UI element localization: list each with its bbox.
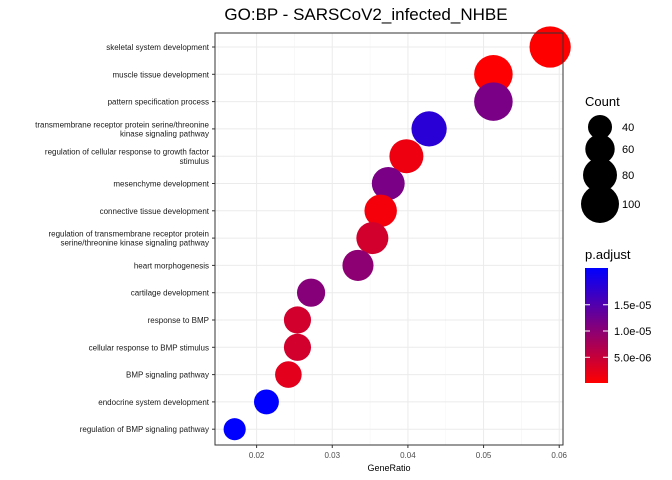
- colorbar-tick-label: 5.0e-06: [614, 352, 651, 364]
- y-axis-label: pattern specification process: [108, 98, 209, 107]
- data-point: [411, 111, 447, 147]
- y-axis-label: transmembrane receptor protein serine/th…: [35, 120, 209, 138]
- data-point: [296, 278, 326, 307]
- data-point: [253, 389, 279, 415]
- count-legend-label: 40: [622, 122, 634, 134]
- chart-title: GO:BP - SARSCoV2_infected_NHBE: [224, 5, 507, 24]
- count-legend-dot: [583, 158, 617, 192]
- x-axis-tick-label: 0.03: [324, 451, 340, 460]
- y-axis-label: skeletal system development: [106, 43, 209, 52]
- data-point: [474, 55, 513, 94]
- data-point: [356, 222, 389, 255]
- count-legend-dot: [581, 185, 619, 223]
- panel-border: [214, 32, 564, 446]
- y-axis-label: BMP signaling pathway: [126, 371, 209, 380]
- p-adjust-colorbar: [585, 268, 608, 383]
- x-axis-title: GeneRatio: [367, 463, 410, 473]
- y-axis-label: response to BMP: [148, 316, 209, 325]
- data-point: [342, 249, 374, 281]
- x-axis-tick-label: 0.05: [476, 451, 492, 460]
- data-point: [275, 361, 302, 388]
- data-point: [389, 139, 424, 174]
- p-adjust-legend: p.adjust 5.0e-06 1.0e-05 1.5e-05: [585, 247, 651, 383]
- y-axis-label: cartilage development: [131, 289, 210, 298]
- x-axis-ticks: 0.02 0.03 0.04 0.05 0.06: [249, 445, 568, 460]
- x-axis-tick-label: 0.06: [551, 451, 567, 460]
- y-axis-label: regulation of cellular response to growt…: [45, 148, 209, 166]
- count-legend-dot: [585, 134, 615, 164]
- data-points: [223, 26, 571, 441]
- p-adjust-legend-title: p.adjust: [585, 247, 631, 262]
- count-legend: Count 40 60 80 100: [581, 94, 640, 223]
- y-axis-label: regulation of BMP signaling pathway: [80, 425, 209, 434]
- y-axis-label: regulation of transmembrane receptor pro…: [48, 230, 209, 248]
- x-axis-tick-label: 0.04: [400, 451, 416, 460]
- y-axis-label: cellular response to BMP stimulus: [89, 343, 209, 352]
- y-axis-label: endocrine system development: [98, 398, 210, 407]
- colorbar-tick-label: 1.5e-05: [614, 300, 651, 312]
- colorbar-tick-label: 1.0e-05: [614, 326, 651, 338]
- count-legend-label: 100: [622, 199, 640, 211]
- data-point: [283, 306, 312, 334]
- data-point: [371, 167, 405, 200]
- count-legend-label: 80: [622, 170, 634, 182]
- x-axis-tick-label: 0.02: [249, 451, 265, 460]
- data-point: [529, 26, 571, 68]
- y-axis-label: connective tissue development: [100, 207, 210, 216]
- y-axis-label: mesenchyme development: [113, 180, 209, 189]
- data-point: [474, 82, 513, 121]
- count-legend-label: 60: [622, 144, 634, 156]
- y-axis-labels: skeletal system development muscle tissue…: [35, 43, 215, 434]
- y-axis-label: heart morphogenesis: [134, 261, 209, 270]
- data-point: [283, 333, 312, 361]
- count-legend-dot: [587, 114, 613, 140]
- y-axis-label: muscle tissue development: [113, 70, 210, 79]
- data-point: [364, 194, 397, 228]
- data-point: [223, 418, 246, 441]
- count-legend-title: Count: [585, 94, 620, 109]
